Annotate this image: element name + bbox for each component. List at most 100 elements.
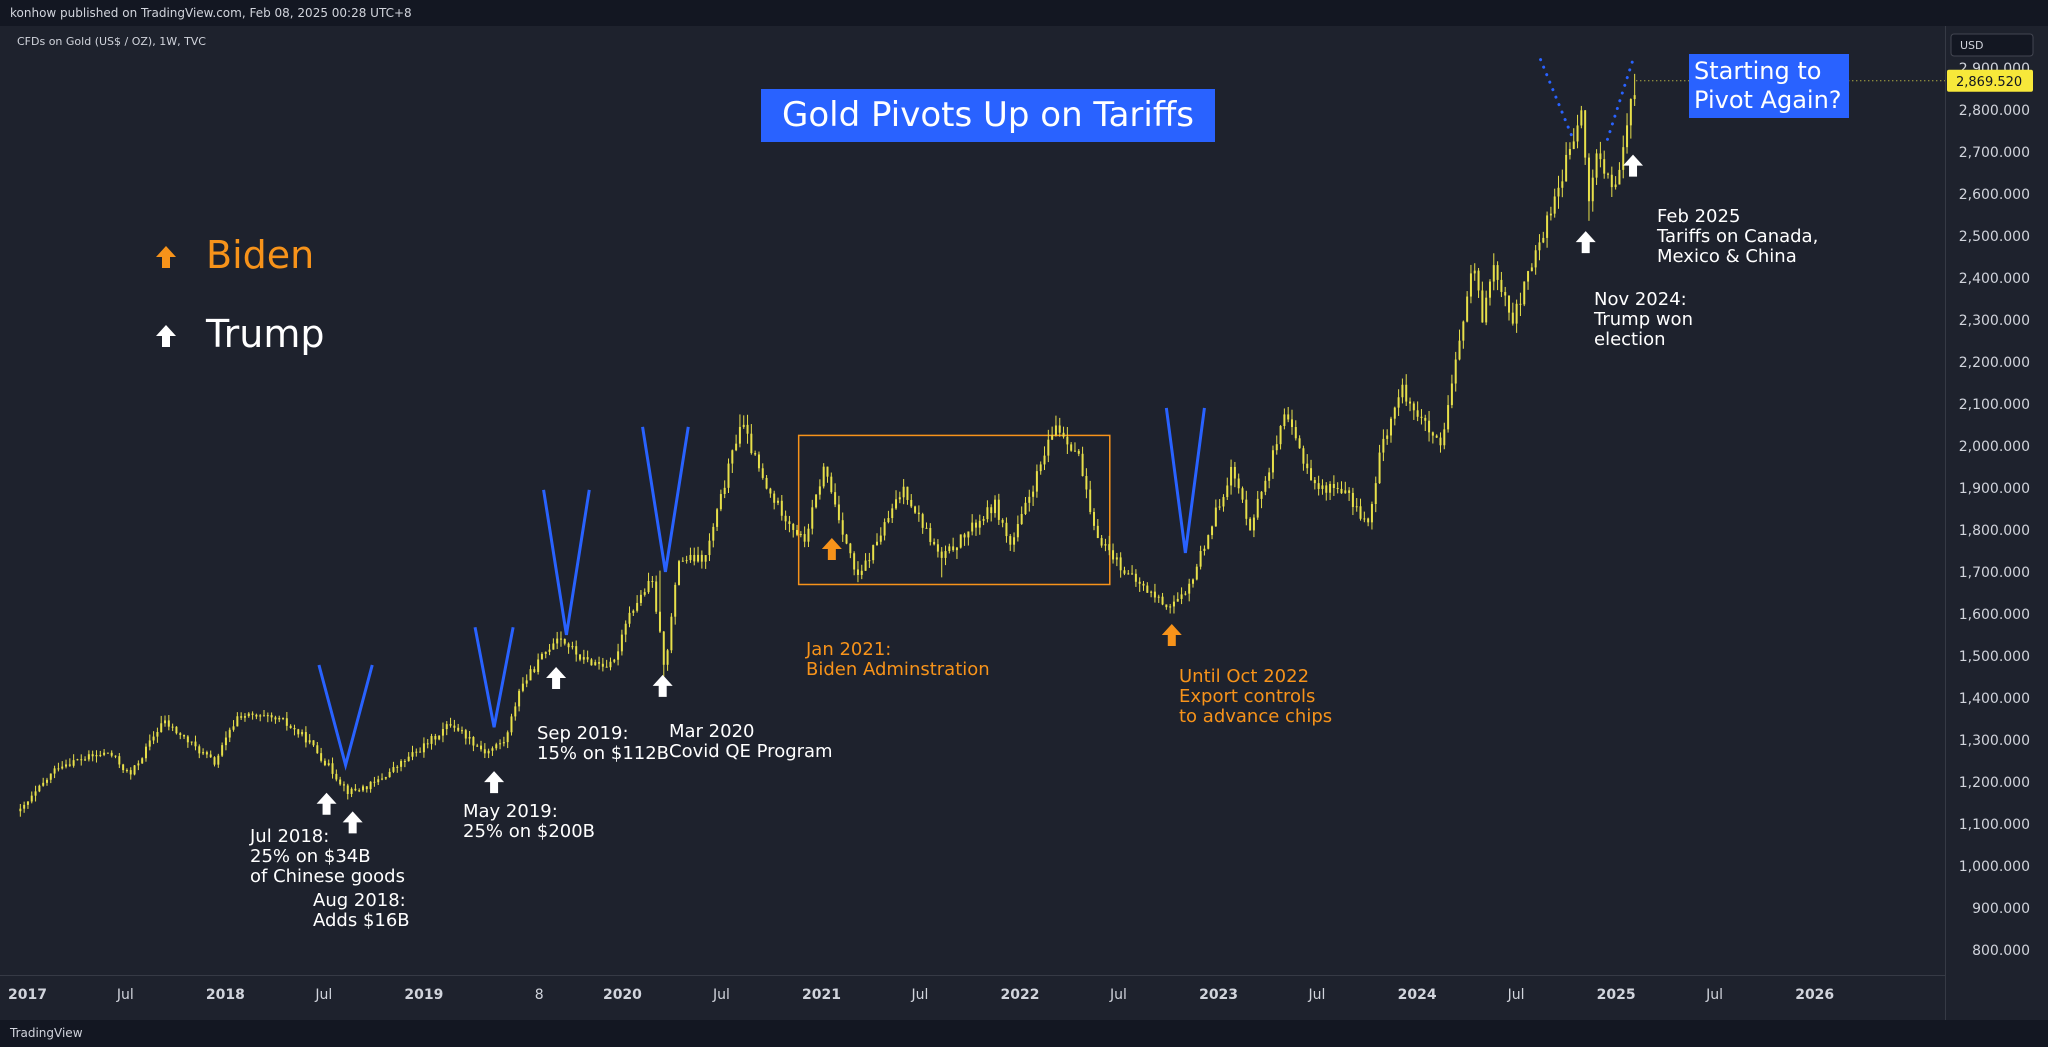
- candle-body: [1431, 432, 1434, 436]
- time-tick-label: 8: [535, 987, 544, 1003]
- candle-body: [483, 749, 486, 754]
- candle-body: [849, 543, 852, 554]
- v-pivot-mark: [1164, 407, 1206, 554]
- dotted-pivot-line: [1605, 58, 1635, 141]
- candle-body: [1607, 173, 1610, 175]
- candle-body: [80, 759, 83, 761]
- candle-body: [1633, 95, 1636, 100]
- candle-body: [476, 745, 479, 747]
- candle-body: [240, 716, 243, 718]
- candle-body: [224, 737, 227, 746]
- candle-body: [1241, 488, 1244, 500]
- price-tick-label: 1,300.000: [1959, 733, 2030, 749]
- price-axis[interactable]: 800.000 900.000 1,000.000 1,100.000 1,200.00…: [1959, 61, 2030, 959]
- candle-body: [803, 534, 806, 542]
- candle-body: [87, 754, 90, 760]
- price-tick-label: 1,000.000: [1959, 859, 2030, 875]
- candle-body: [529, 669, 532, 681]
- annotations: Jul 2018: 25% on $34B of Chinese goods A…: [249, 206, 1818, 931]
- candle-body: [1146, 585, 1149, 593]
- candle-body: [65, 764, 68, 767]
- time-tick-label: 2020: [603, 987, 642, 1003]
- candle-body: [1271, 450, 1274, 473]
- chart-svg[interactable]: CFDs on Gold (US$ / OZ), 1W, TVC 800.000…: [0, 26, 2048, 1020]
- candle-body: [1180, 594, 1183, 599]
- price-tick-label: 2,200.000: [1959, 355, 2030, 371]
- candle-body: [487, 750, 490, 754]
- tradingview-brand[interactable]: TradingView: [10, 1026, 83, 1040]
- time-tick-label: 2019: [404, 987, 443, 1003]
- callout-box: [1689, 54, 1849, 118]
- candle-body: [895, 499, 898, 509]
- candle-body: [430, 736, 433, 744]
- candle-body: [57, 768, 60, 770]
- candle-body: [114, 755, 117, 757]
- candle-body: [323, 760, 326, 766]
- candle-body: [266, 715, 269, 717]
- candle-body: [438, 735, 441, 740]
- candle-body: [830, 476, 833, 493]
- candle-body: [1287, 414, 1290, 420]
- candle-body: [1279, 426, 1282, 445]
- candle-body: [1245, 499, 1248, 519]
- candle-body: [1420, 416, 1423, 418]
- currency-badge[interactable]: [1950, 33, 2034, 57]
- candle-body: [624, 623, 627, 635]
- candle-body: [1374, 483, 1377, 505]
- biden-event-arrow-icon: [821, 537, 842, 560]
- price-tick-label: 2,100.000: [1959, 397, 2030, 413]
- candle-body: [735, 443, 738, 451]
- candle-body: [521, 683, 524, 691]
- candle-body: [807, 528, 810, 542]
- candle-body: [434, 736, 437, 740]
- chart-area[interactable]: CFDs on Gold (US$ / OZ), 1W, TVC 800.000…: [0, 26, 2048, 1020]
- candle-body: [864, 560, 867, 571]
- candle-body: [693, 554, 696, 562]
- candle-body: [1614, 184, 1617, 188]
- time-tick-label: 2017: [8, 987, 47, 1003]
- candle-body: [1466, 296, 1469, 322]
- candle-body: [1405, 384, 1408, 402]
- candle-body: [1153, 591, 1156, 598]
- candle-body: [1325, 485, 1328, 493]
- candle-body: [887, 518, 890, 523]
- candle-body: [122, 764, 125, 771]
- candle-body: [910, 499, 913, 507]
- candle-body: [1603, 159, 1606, 174]
- candle-body: [750, 433, 753, 454]
- candle-body: [1283, 414, 1286, 427]
- time-axis[interactable]: 2017 Jul 2018 Jul 2019 8 2020 Jul 2021 Jul 2022 Jul…: [8, 987, 1834, 1003]
- candle-body: [1393, 407, 1396, 419]
- annotation-may2019: May 2019: 25% on $200B: [463, 801, 595, 842]
- annotation-mar2020: Mar 2020 Covid QE Program: [669, 721, 833, 762]
- price-tick-label: 1,400.000: [1959, 691, 2030, 707]
- legend-biden: Biden: [206, 233, 314, 277]
- candle-body: [1275, 444, 1278, 451]
- candle-body: [23, 804, 26, 809]
- candle-body: [1184, 593, 1187, 595]
- candle-body: [1268, 472, 1271, 481]
- candle-body: [1515, 303, 1518, 324]
- candle-body: [373, 781, 376, 783]
- candle-body: [697, 554, 700, 562]
- candle-body: [499, 743, 502, 745]
- candle-body: [902, 486, 905, 498]
- candle-body: [1013, 537, 1016, 545]
- candle-body: [164, 720, 167, 724]
- candle-body: [1416, 410, 1419, 417]
- dotted-v-layer: [1539, 58, 1635, 141]
- candle-body: [1070, 444, 1073, 451]
- candle-body: [99, 754, 102, 756]
- candles-layer: [19, 73, 1945, 817]
- candle-body: [548, 649, 551, 652]
- candle-body: [1424, 417, 1427, 421]
- candle-body: [643, 592, 646, 595]
- candle-body: [274, 717, 277, 720]
- candle-body: [765, 477, 768, 489]
- candle-body: [1108, 544, 1111, 551]
- candle-body: [1485, 297, 1488, 323]
- candle-body: [1443, 429, 1446, 446]
- candle-body: [990, 507, 993, 514]
- candle-body: [1077, 450, 1080, 454]
- candle-body: [974, 522, 977, 528]
